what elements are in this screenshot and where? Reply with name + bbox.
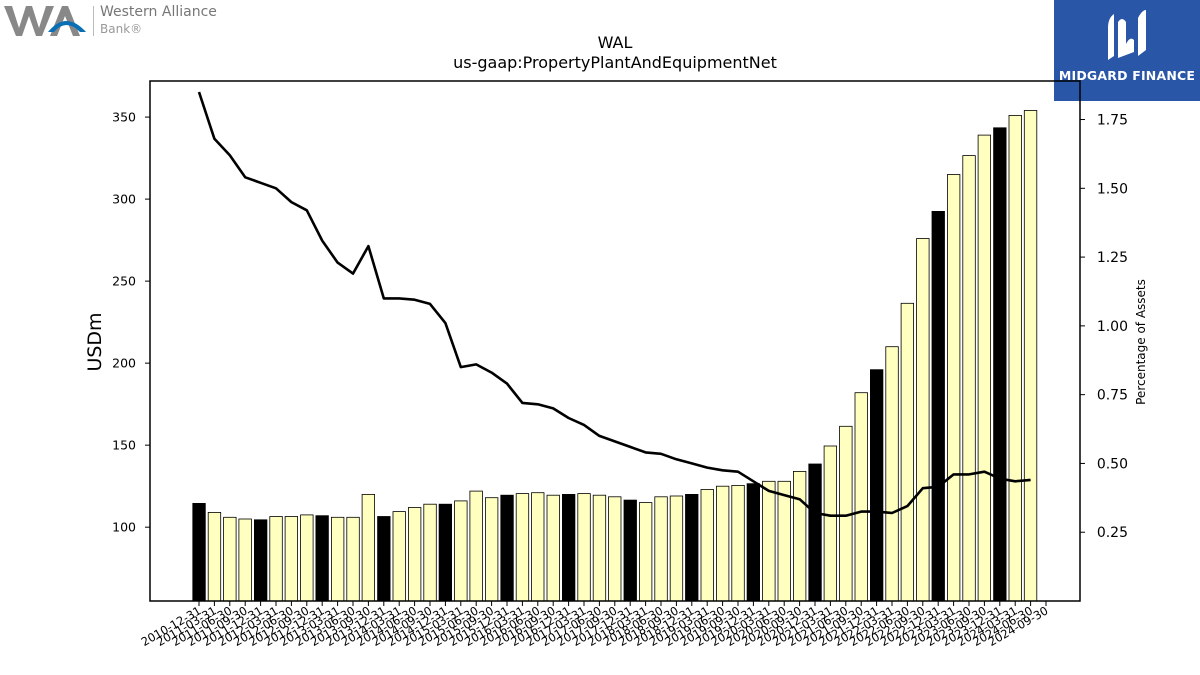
bar-2013-03-31 xyxy=(330,516,345,602)
bar-2011-09-30 xyxy=(238,518,252,602)
y-tick-label: 250 xyxy=(112,274,136,289)
y2-tick-label: 1.25 xyxy=(1097,250,1128,266)
bar-2023-06-30 xyxy=(962,155,976,602)
chart-title: WAL xyxy=(598,33,633,52)
bar-2015-03-31 xyxy=(454,500,468,602)
bar-2014-12-31 xyxy=(438,503,453,602)
bar-2012-06-30 xyxy=(284,516,299,602)
y-tick-label: 350 xyxy=(112,110,136,125)
bar-2024-06-30 xyxy=(1023,110,1038,602)
bar-2019-09-30 xyxy=(731,484,745,602)
midgard-emblem-icon xyxy=(1108,10,1146,60)
bar-2021-09-30 xyxy=(854,392,868,602)
line-series-group xyxy=(197,91,1031,518)
chart-subtitle: us-gaap:PropertyPlantAndEquipmentNet xyxy=(453,53,777,72)
x-axis-ticks: 2010-12-312011-03-312011-06-302011-09-30… xyxy=(139,601,1051,649)
y-tick-label: 100 xyxy=(112,520,136,535)
bar-2019-03-31 xyxy=(700,489,714,602)
percentage-of-assets-line xyxy=(197,91,1031,518)
bar-2016-12-31 xyxy=(562,493,576,602)
y2-axis-label: Percentage of Assets xyxy=(1134,279,1148,405)
bar-2014-06-30 xyxy=(407,507,422,602)
bar-2015-06-30 xyxy=(469,490,483,602)
logo-name-line1: Western Alliance xyxy=(100,4,217,20)
bar-2016-06-30 xyxy=(531,492,545,602)
y2-tick-label: 0.25 xyxy=(1097,525,1128,541)
bar-2017-09-30 xyxy=(608,496,622,602)
western-alliance-logo: Western Alliance Bank® xyxy=(4,2,234,42)
y2-tick-label: 0.50 xyxy=(1097,456,1128,472)
bar-2019-12-31 xyxy=(746,483,760,602)
bar-2014-03-31 xyxy=(392,511,406,602)
bar-2016-09-30 xyxy=(546,494,560,602)
bar-series xyxy=(192,110,1038,602)
bar-2013-12-31 xyxy=(377,516,391,602)
bar-2015-12-31 xyxy=(500,494,514,602)
y-axis-label: USDm xyxy=(84,312,106,371)
y-tick-label: 150 xyxy=(112,438,136,453)
bar-2012-12-31 xyxy=(315,515,329,602)
bar-2011-03-31 xyxy=(207,512,222,602)
midgard-finance-logo: MIDGARD FINANCE xyxy=(1054,0,1200,101)
bar-2010-12-31 xyxy=(192,502,206,602)
bar-2017-12-31 xyxy=(623,499,637,602)
bar-2014-09-30 xyxy=(423,503,437,602)
bar-2018-03-31 xyxy=(639,502,653,602)
bar-2020-09-30 xyxy=(793,470,807,602)
bar-2017-06-30 xyxy=(592,494,607,602)
bar-2018-09-30 xyxy=(669,495,684,602)
bar-2023-12-31 xyxy=(993,127,1007,602)
y2-tick-label: 1.50 xyxy=(1097,181,1128,197)
logo-name-line2: Bank® xyxy=(100,22,143,36)
bar-2016-03-31 xyxy=(515,493,530,602)
bar-2023-03-31 xyxy=(947,174,961,602)
y2-tick-label: 1.00 xyxy=(1097,319,1128,335)
wa-monogram-icon xyxy=(4,6,94,36)
bar-2021-12-31 xyxy=(870,369,884,602)
bar-2020-06-30 xyxy=(777,480,791,602)
bar-2012-03-31 xyxy=(269,516,283,602)
bar-2015-09-30 xyxy=(484,497,499,602)
y2-tick-label: 0.75 xyxy=(1097,388,1128,404)
bar-2018-12-31 xyxy=(685,493,699,602)
bar-2017-03-31 xyxy=(577,493,591,602)
bar-2020-12-31 xyxy=(808,463,822,602)
bar-2022-12-31 xyxy=(931,210,945,602)
bar-2013-06-30 xyxy=(346,516,360,602)
bar-2022-06-30 xyxy=(900,302,914,602)
bar-2019-06-30 xyxy=(716,485,730,602)
bar-2021-03-31 xyxy=(823,445,837,602)
bar-2022-09-30 xyxy=(916,238,930,602)
bar-2020-03-31 xyxy=(762,480,776,602)
y-tick-label: 200 xyxy=(112,356,136,371)
bar-2013-09-30 xyxy=(361,493,376,602)
bar-2018-06-30 xyxy=(654,496,668,602)
bar-2011-12-31 xyxy=(253,519,268,602)
midgard-finance-wordmark: MIDGARD FINANCE xyxy=(1058,68,1196,83)
bar-2011-06-30 xyxy=(223,516,237,602)
y-axis-ticks: 100 150 200 250 300 350 xyxy=(112,110,150,535)
y-tick-label: 300 xyxy=(112,192,136,207)
y2-axis-ticks: 0.25 0.50 0.75 1.00 1.25 1.50 1.75 xyxy=(1080,113,1128,541)
bar-2024-03-31 xyxy=(1008,115,1022,602)
y2-tick-label: 1.75 xyxy=(1097,113,1128,129)
bar-2012-09-30 xyxy=(300,514,314,602)
bar-2022-03-31 xyxy=(885,346,899,602)
bar-2023-09-30 xyxy=(977,134,991,602)
